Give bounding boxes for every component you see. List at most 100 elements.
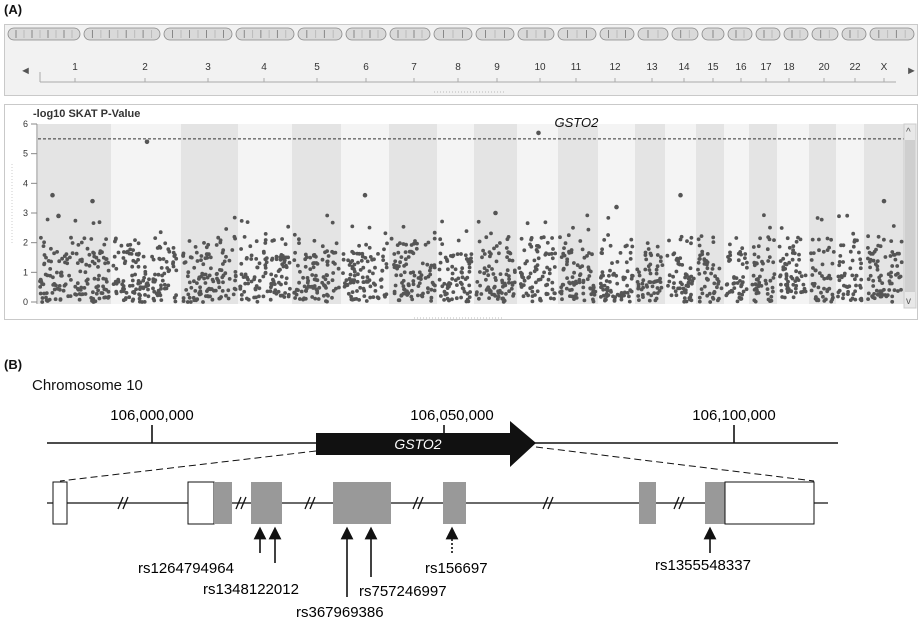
data-point [106, 268, 111, 273]
chromosome-tab-16[interactable]: 16 [735, 62, 747, 73]
chromosome-idiogram-shape[interactable] [83, 27, 161, 41]
data-point [57, 259, 62, 264]
scroll-up-icon[interactable]: ^ [906, 127, 911, 138]
chromosome-idiogram-shape[interactable] [811, 27, 839, 41]
data-point [794, 239, 799, 244]
chromosome-idiogram-shape[interactable] [637, 27, 669, 41]
chromosome-tab-4[interactable]: 4 [261, 62, 267, 73]
chromosome-tab-5[interactable]: 5 [314, 62, 320, 73]
data-point [97, 220, 102, 225]
data-point [174, 268, 179, 273]
chromosome-idiogram-shape[interactable] [755, 27, 781, 41]
scroll-right-icon[interactable]: ► [906, 65, 917, 77]
chromosome-tab-3[interactable]: 3 [205, 62, 211, 73]
chromosome-tab-11[interactable]: 11 [571, 62, 582, 73]
data-point [357, 243, 361, 248]
data-point [680, 290, 684, 295]
chromosome-tab-14[interactable]: 14 [678, 62, 690, 73]
chromosome-tab-X[interactable]: X [881, 62, 888, 73]
chromosome-tab-1[interactable]: 1 [72, 62, 78, 73]
chromosome-idiogram-shape[interactable] [7, 27, 81, 41]
chromosome-idiogram-shape[interactable] [841, 27, 867, 41]
chromosome-tab-13[interactable]: 13 [646, 62, 658, 73]
data-point [456, 238, 461, 243]
data-point [324, 299, 328, 303]
data-point [125, 249, 130, 254]
data-point [440, 242, 445, 247]
data-point [416, 284, 421, 288]
chromosome-tab-20[interactable]: 20 [818, 62, 830, 73]
chromosome-tab-15[interactable]: 15 [707, 62, 719, 73]
chromosome-tab-7[interactable]: 7 [411, 62, 417, 73]
data-point [825, 236, 830, 241]
data-point [456, 276, 461, 281]
data-point [622, 290, 627, 295]
chromosome-idiogram-shape[interactable] [727, 27, 753, 41]
data-point [837, 214, 841, 219]
data-point [494, 259, 499, 264]
data-point [439, 294, 443, 298]
data-point [303, 252, 308, 257]
data-point [395, 243, 400, 248]
exon [214, 482, 232, 524]
scrollbar-thumb[interactable] [905, 140, 915, 292]
data-point [263, 232, 268, 236]
chromosome-tab-17[interactable]: 17 [760, 62, 772, 73]
data-point [202, 276, 207, 281]
data-point [268, 297, 273, 302]
data-point [894, 273, 898, 277]
data-point [684, 283, 689, 288]
data-point [97, 273, 101, 278]
data-point [231, 292, 236, 297]
chromosome-idiogram-shape[interactable] [345, 27, 387, 41]
data-point [585, 254, 589, 258]
data-point [653, 298, 658, 303]
data-point [433, 283, 437, 288]
chromosome-tab-8[interactable]: 8 [455, 62, 461, 73]
data-point [207, 273, 212, 278]
data-point [497, 251, 501, 256]
data-point [615, 260, 620, 264]
data-point [45, 217, 50, 222]
data-point [859, 277, 864, 282]
chromosome-tab-10[interactable]: 10 [534, 62, 546, 73]
chromosome-tab-22[interactable]: 22 [849, 62, 861, 73]
data-point [419, 293, 424, 298]
chromosome-idiogram-shape[interactable] [671, 27, 699, 41]
data-point [841, 260, 845, 264]
data-point [131, 297, 136, 302]
data-point [848, 249, 853, 254]
chromosome-tab-18[interactable]: 18 [783, 62, 795, 73]
chromosome-tab-2[interactable]: 2 [142, 62, 148, 73]
data-point [492, 246, 496, 251]
data-point [417, 270, 422, 275]
data-point [281, 254, 285, 258]
data-point [451, 253, 456, 258]
data-point [763, 278, 768, 283]
chromosome-tab-12[interactable]: 12 [609, 62, 621, 73]
chromosome-idiogram-shape[interactable] [869, 27, 915, 41]
scroll-down-icon[interactable]: v [906, 296, 911, 307]
chromosome-idiogram-shape[interactable] [297, 27, 343, 41]
scroll-left-icon[interactable]: ◄ [20, 65, 31, 77]
data-point [96, 277, 101, 282]
data-point [794, 269, 798, 274]
data-point [138, 287, 142, 291]
data-point [274, 274, 278, 278]
chromosome-tab-6[interactable]: 6 [363, 62, 369, 73]
data-point [399, 255, 404, 259]
data-point [297, 237, 301, 242]
data-point [846, 292, 850, 296]
data-point [199, 292, 203, 296]
data-point [879, 294, 884, 299]
data-point [851, 292, 856, 297]
data-point [587, 251, 591, 255]
data-point [432, 288, 437, 293]
exon [333, 482, 391, 524]
chromosome-idiogram-shape[interactable] [389, 27, 431, 41]
chromosome-idiogram-shape[interactable] [783, 27, 809, 41]
chromosome-idiogram[interactable]: 1 2 3 4 5 6 7 8 9 10 11 12 13 14 15 16 17 18 20 22 X ◄ ► [4, 24, 918, 96]
chromosome-tab-9[interactable]: 9 [494, 62, 500, 73]
notable-data-point [493, 210, 498, 216]
chromosome-idiogram-shape[interactable] [235, 27, 295, 41]
